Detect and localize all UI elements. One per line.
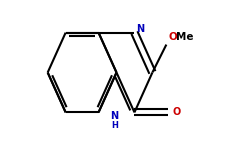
Text: O: O bbox=[172, 107, 180, 117]
Text: Me: Me bbox=[176, 32, 194, 42]
Text: O: O bbox=[168, 32, 177, 42]
Text: N: N bbox=[110, 111, 119, 121]
Text: H: H bbox=[111, 121, 118, 130]
Text: N: N bbox=[136, 24, 144, 34]
